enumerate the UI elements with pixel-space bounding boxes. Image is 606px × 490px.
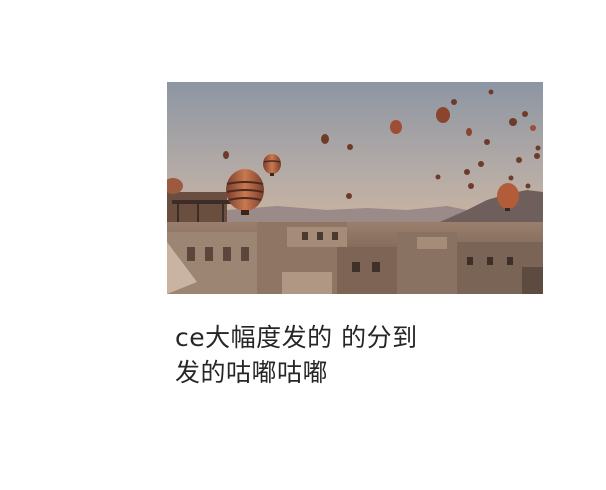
post-caption: ce大幅度发的 的分到 发的咕嘟咕嘟	[175, 320, 465, 390]
caption-line: ce大幅度发的 的分到	[175, 323, 418, 352]
post-photo[interactable]	[167, 82, 543, 294]
balloon-large	[226, 169, 264, 215]
caption-line: 发的咕嘟咕嘟	[175, 358, 329, 387]
balloons-photo-image	[167, 82, 543, 294]
